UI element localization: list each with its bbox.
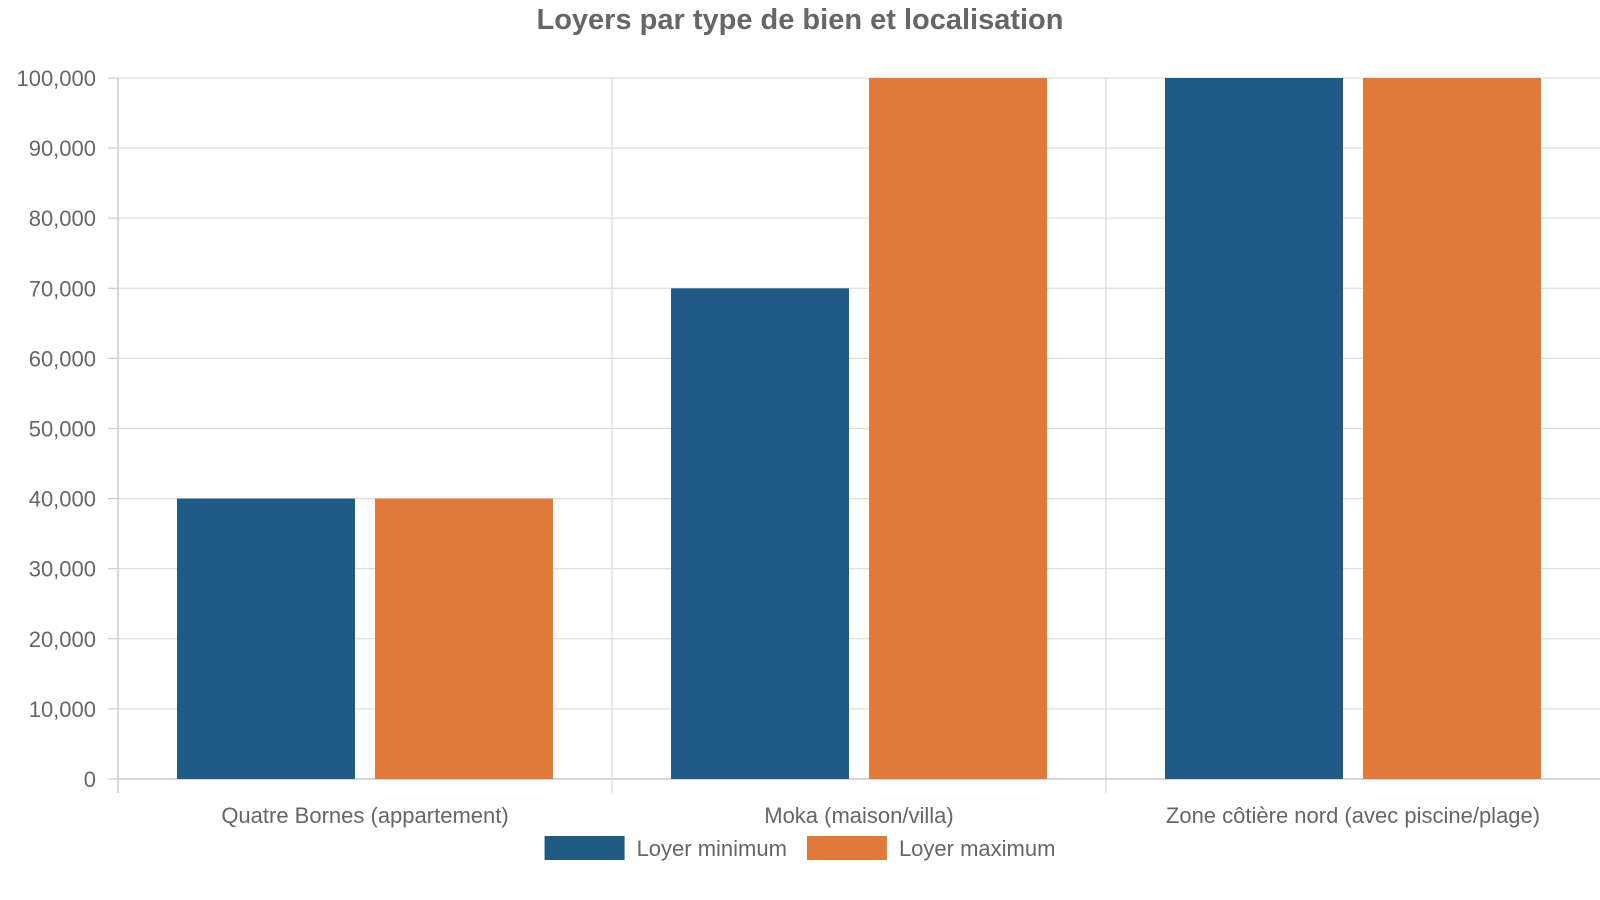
grid: [118, 77, 1600, 793]
x-tick-label: Quatre Bornes (appartement): [221, 803, 508, 828]
bar-max-1: [869, 78, 1047, 779]
bar-min-2: [1165, 78, 1343, 779]
axes: [108, 77, 1600, 793]
legend-label-max: Loyer maximum: [899, 836, 1055, 861]
y-tick-label: 0: [84, 767, 96, 792]
bar-max-2: [1363, 78, 1541, 779]
x-axis-tick-labels: Quatre Bornes (appartement) Moka (maison/…: [221, 803, 1540, 828]
y-tick-label: 60,000: [29, 346, 96, 371]
y-tick-label: 30,000: [29, 557, 96, 582]
bars: [177, 78, 1541, 779]
y-tick-label: 20,000: [29, 627, 96, 652]
y-tick-label: 40,000: [29, 487, 96, 512]
y-tick-label: 80,000: [29, 206, 96, 231]
legend-swatch-min: [544, 836, 625, 860]
bar-max-0: [375, 498, 553, 779]
y-tick-label: 10,000: [29, 697, 96, 722]
legend: Loyer minimum Loyer maximum: [544, 836, 1055, 861]
y-tick-label: 100,000: [16, 66, 96, 91]
y-tick-label: 70,000: [29, 276, 96, 301]
legend-swatch-max: [806, 836, 887, 860]
y-tick-label: 50,000: [29, 417, 96, 442]
chart-title: Loyers par type de bien et localisation: [537, 4, 1064, 36]
bar-min-0: [177, 498, 355, 779]
bar-min-1: [671, 288, 849, 779]
legend-label-min: Loyer minimum: [637, 836, 787, 861]
y-tick-label: 90,000: [29, 136, 96, 161]
y-axis-tick-labels: 0 10,000 20,000 30,000 40,000 50,000 60,000 70,…: [16, 66, 96, 792]
x-tick-label: Zone côtière nord (avec piscine/plage): [1166, 803, 1540, 828]
x-tick-label: Moka (maison/villa): [764, 803, 954, 828]
